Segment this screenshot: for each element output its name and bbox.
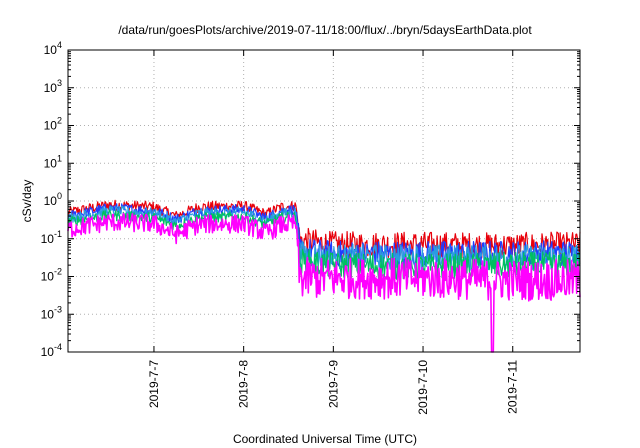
grid <box>68 50 580 352</box>
y-tick-labels: 10-4 10-3 10-2 10-1 100 101 102 103 104 <box>41 40 62 359</box>
y-tick-label: 10-4 <box>41 342 62 359</box>
series-line <box>67 209 581 280</box>
x-tick-label: 2019-7-11 <box>506 360 520 414</box>
y-tick-label: 102 <box>44 116 62 133</box>
y-tick-label: 10-1 <box>41 229 62 246</box>
y-tick-label: 10-2 <box>41 267 62 284</box>
y-tick-label: 10-3 <box>41 304 62 321</box>
x-tick-labels: 2019-7-7 2019-7-8 2019-7-9 2019-7-10 2019-7-… <box>147 360 520 415</box>
x-tick-label: 2019-7-9 <box>326 360 340 408</box>
y-tick-label: 100 <box>44 191 62 208</box>
ticks <box>68 49 580 353</box>
y-axis-label: cSv/day <box>20 180 34 223</box>
chart-title: /data/run/goesPlots/archive/2019-07-11/1… <box>118 23 532 37</box>
x-tick-label: 2019-7-7 <box>147 360 161 408</box>
y-tick-label: 103 <box>44 78 62 95</box>
x-axis-label: Coordinated Universal Time (UTC) <box>233 432 417 446</box>
x-tick-label: 2019-7-10 <box>416 360 430 415</box>
series-layer <box>67 199 581 353</box>
series-line <box>67 212 581 353</box>
x-tick-label: 2019-7-8 <box>237 360 251 408</box>
y-tick-label: 104 <box>44 40 62 57</box>
y-tick-label: 101 <box>44 153 62 170</box>
